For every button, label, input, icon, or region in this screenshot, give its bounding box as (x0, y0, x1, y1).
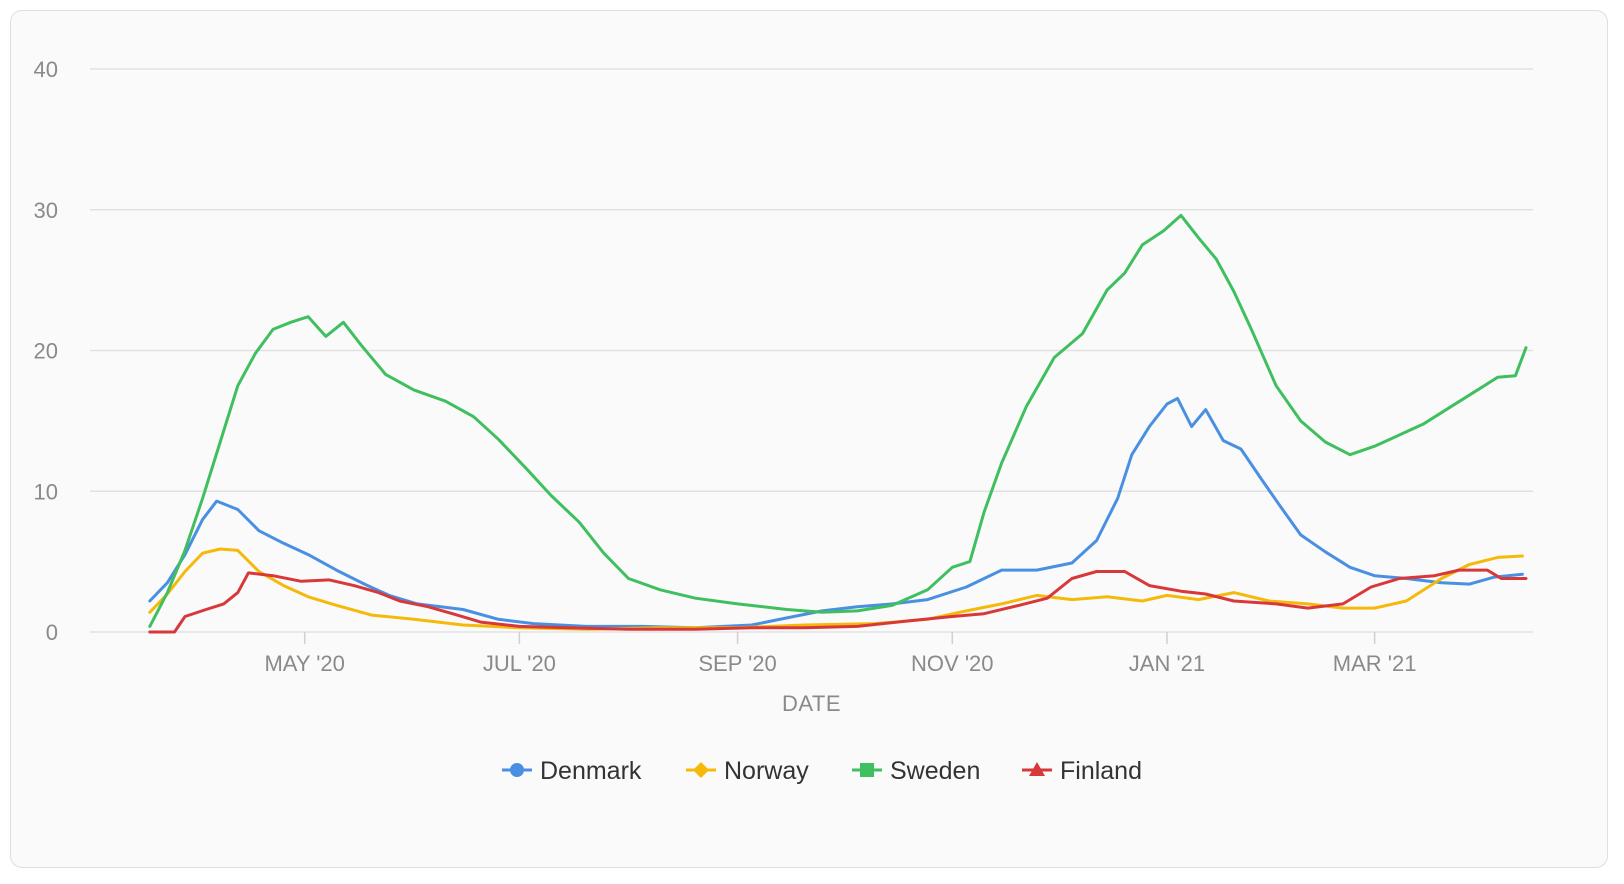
x-axis-ticks: MAY '20 JUL '20 SEP '20 NOV '20 JAN '21 MAR '… (264, 632, 1416, 676)
series-lines (148, 213, 1528, 634)
legend: Denmark Norway Sweden Finland (502, 757, 1142, 785)
chart-card (10, 10, 1608, 868)
legend-label: Denmark (540, 757, 642, 785)
gridlines (90, 68, 1533, 633)
x-tick-label: JUL '20 (483, 651, 556, 676)
y-tick-label: 40 (34, 57, 58, 82)
y-tick-label: 10 (34, 479, 58, 504)
x-tick-label: MAY '20 (264, 651, 344, 676)
series-line-finland (148, 568, 1528, 634)
y-tick-label: 20 (34, 339, 58, 364)
legend-item-sweden[interactable]: Sweden (852, 757, 980, 785)
x-tick-label: SEP '20 (698, 651, 776, 676)
series-line-norway (148, 547, 1524, 631)
legend-label: Norway (724, 757, 809, 785)
legend-label: Sweden (890, 757, 980, 785)
x-axis-title: DATE (782, 691, 841, 716)
legend-marker-diamond-icon (693, 762, 709, 778)
x-tick-label: JAN '21 (1129, 651, 1205, 676)
legend-item-norway[interactable]: Norway (686, 757, 809, 785)
legend-marker-circle-icon (510, 763, 524, 777)
legend-item-denmark[interactable]: Denmark (502, 757, 642, 785)
y-axis-ticks: 0 10 20 30 40 (34, 57, 58, 645)
legend-label: Finland (1060, 757, 1142, 785)
y-tick-label: 0 (46, 620, 58, 645)
x-tick-label: NOV '20 (911, 651, 993, 676)
legend-marker-triangle-icon (1029, 762, 1045, 776)
y-tick-label: 30 (34, 198, 58, 223)
series-line-sweden (148, 213, 1528, 628)
x-tick-label: MAR '21 (1333, 651, 1417, 676)
legend-marker-square-icon (860, 763, 874, 777)
series-line-denmark (148, 396, 1524, 630)
legend-item-finland[interactable]: Finland (1022, 757, 1142, 785)
